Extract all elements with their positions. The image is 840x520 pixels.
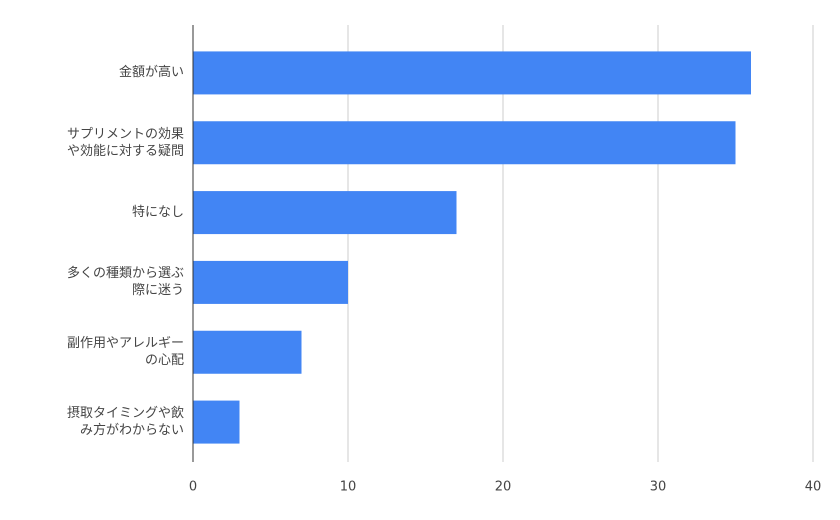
bar bbox=[193, 121, 736, 165]
x-tick-label: 40 bbox=[805, 480, 822, 495]
category-label-box: 摂取タイミングや飲 み方がわからない bbox=[66, 406, 184, 439]
category-label-box: 多くの種類から選ぶ 際に迷う bbox=[66, 266, 184, 299]
bar bbox=[193, 191, 457, 235]
bar bbox=[193, 260, 348, 304]
y-tick-label: 金額が高い bbox=[118, 65, 184, 81]
bar bbox=[193, 400, 240, 444]
bar bbox=[193, 51, 751, 95]
y-tick-label: 多くの種類から選ぶ 際に迷う bbox=[66, 266, 184, 299]
y-tick-label: 副作用やアレルギー の心配 bbox=[66, 336, 184, 369]
x-tick-label: 30 bbox=[650, 480, 667, 495]
bar bbox=[193, 330, 302, 374]
x-tick-label: 20 bbox=[495, 480, 512, 495]
category-label-box: 副作用やアレルギー の心配 bbox=[66, 336, 184, 369]
category-label-box: 金額が高い bbox=[118, 65, 184, 81]
y-tick-label: サプリメントの効果 や効能に対する疑問 bbox=[66, 126, 184, 159]
x-tick-label: 10 bbox=[340, 480, 357, 495]
y-tick-label: 特になし bbox=[131, 205, 184, 221]
x-tick-label: 0 bbox=[189, 480, 197, 495]
category-label-box: 特になし bbox=[131, 205, 184, 221]
category-label-box: サプリメントの効果 や効能に対する疑問 bbox=[66, 126, 184, 159]
y-tick-label: 摂取タイミングや飲 み方がわからない bbox=[66, 406, 184, 439]
